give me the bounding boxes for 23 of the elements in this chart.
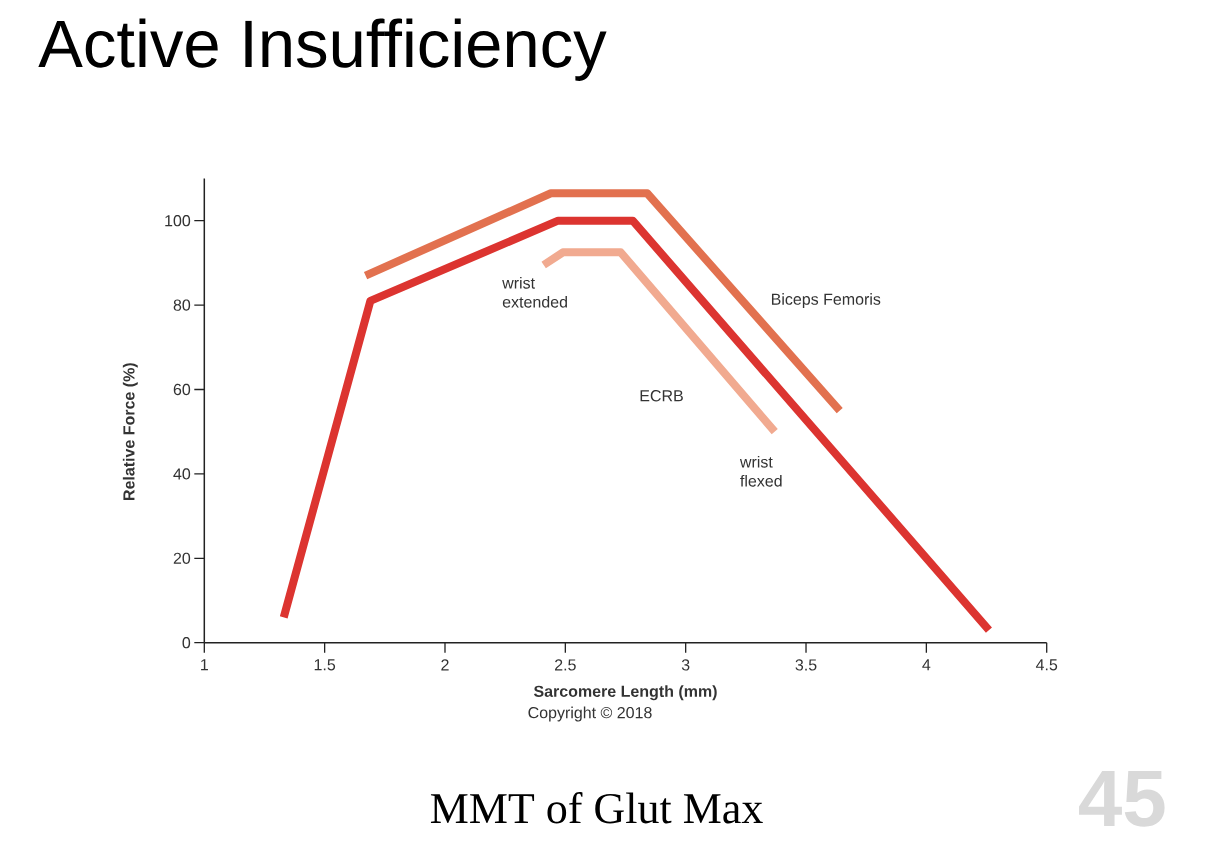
y-tick-label: 100 xyxy=(165,215,191,227)
y-tick-label: 40 xyxy=(173,468,191,480)
x-tick-label: 4 xyxy=(922,659,931,671)
x-axis-title: Sarcomere Length (mm) xyxy=(533,685,717,701)
annotation: wrist flexed xyxy=(739,455,782,487)
x-tick-label: 4.5 xyxy=(1035,659,1058,671)
x-tick-label: 3 xyxy=(681,659,690,671)
y-tick-label: 80 xyxy=(173,299,191,311)
text: Copyright © 2018 xyxy=(528,706,652,722)
text: ECRB xyxy=(640,390,683,402)
y-tick-label: 60 xyxy=(173,383,191,396)
series-label: Biceps Femoris xyxy=(771,293,881,309)
x-tick-label: 2.5 xyxy=(555,659,576,671)
x-tick-label: 1 xyxy=(201,659,208,671)
annotation: wrist extended xyxy=(502,276,567,308)
text: MMT of Glut Max xyxy=(430,792,763,824)
x-tick-label: 2 xyxy=(441,659,449,671)
chart-title: Active Insufficiency xyxy=(38,18,607,81)
y-tick-label: 0 xyxy=(182,637,191,649)
x-tick-label: 3.5 xyxy=(795,659,817,671)
y-tick-label: 20 xyxy=(173,552,191,564)
y-axis-title: Relative Force (%) xyxy=(122,363,138,500)
x-tick-label: 1.5 xyxy=(314,659,336,671)
